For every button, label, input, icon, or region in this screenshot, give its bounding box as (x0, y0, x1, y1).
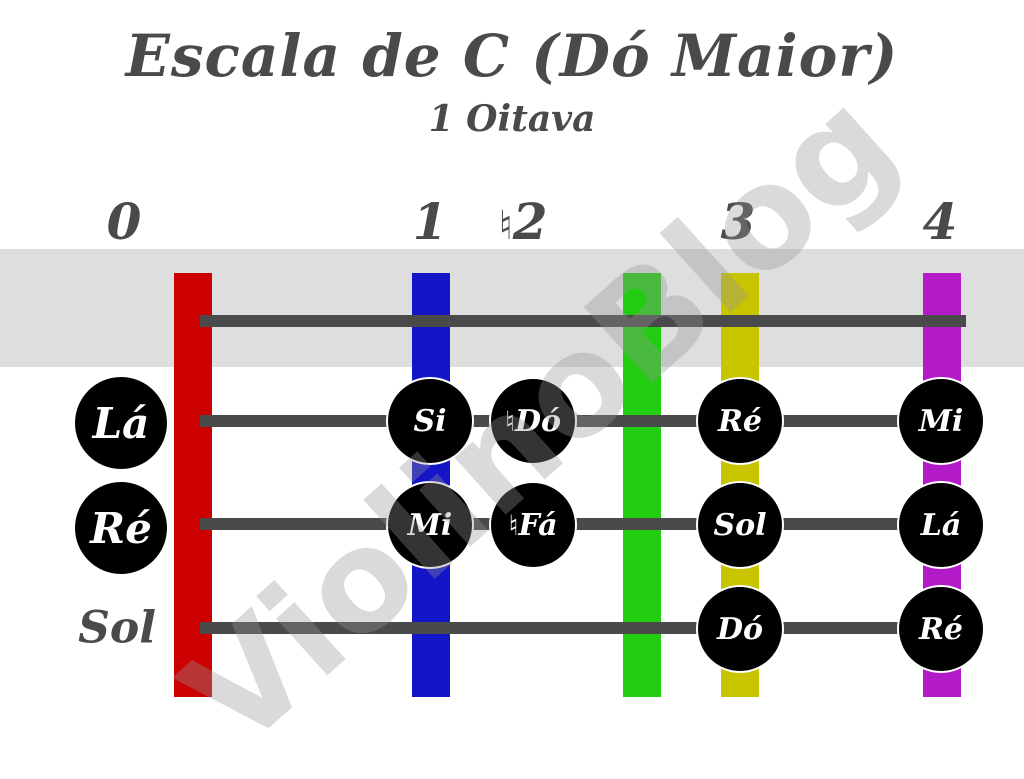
open-string-sol: Sol (78, 602, 156, 654)
open-string-re: Ré (75, 482, 167, 574)
note-la-string-2: ♮ Dó (489, 377, 577, 465)
finger-number-4: 4 (922, 192, 958, 251)
note-la-string-3: Ré (696, 377, 784, 465)
finger-number-1: 1 (412, 192, 448, 251)
diagram-title: Escala de C (Dó Maior) (125, 22, 899, 90)
note-re-string-2: ♮ Fá (489, 481, 577, 569)
finger-number-0: 0 (106, 192, 142, 251)
finger-number-2-label: 2 (512, 192, 548, 251)
note-sol-string-4: Ré (897, 585, 985, 673)
note-label: Dó (514, 403, 562, 439)
diagram-subtitle: 1 Oitava (428, 98, 596, 140)
natural-sign: ♮ (504, 404, 515, 438)
e-string-highlight-band (0, 249, 1024, 367)
natural-sign: ♮ (508, 508, 519, 542)
note-la-string-1: Si (386, 377, 474, 465)
finger-number-2: ♮2 (498, 192, 547, 251)
finger-number-3: 3 (720, 192, 756, 251)
note-label: Fá (518, 507, 558, 543)
natural-sign: ♮ (498, 203, 513, 249)
note-re-string-1: Mi (386, 481, 474, 569)
string-sol (200, 622, 910, 634)
open-string-la: Lá (75, 377, 167, 469)
note-re-string-4: Lá (897, 481, 985, 569)
note-re-string-3: Sol (696, 481, 784, 569)
note-sol-string-3: Dó (696, 585, 784, 673)
note-la-string-4: Mi (897, 377, 985, 465)
string-mi (200, 315, 966, 327)
